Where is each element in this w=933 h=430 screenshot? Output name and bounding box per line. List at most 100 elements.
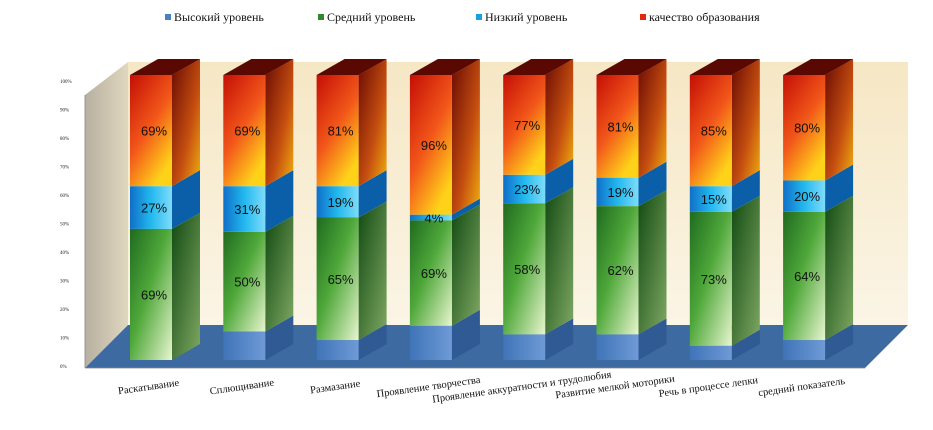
bar-segment [409,220,452,326]
data-label: 23% [514,182,540,197]
bar-stack: 50% 31% 69% [223,59,294,360]
data-label: 81% [328,124,354,139]
bar-segment-side [545,187,574,335]
bar-segment [596,75,639,178]
bar-segment [783,180,826,212]
bar-segment-side [358,324,387,360]
bar-segment-side [358,170,387,218]
x-tick-label: средний показатель [758,376,846,399]
x-tick-label: Сплющивание [209,378,275,398]
data-label: 31% [234,202,260,217]
bar-segment [316,340,359,360]
y-tick-label: 80% [60,137,69,142]
data-label: 77% [514,118,540,133]
bar-segment-side [731,170,760,212]
bar-segment [689,75,732,187]
bar-segment-side [731,195,760,346]
bar-segment [689,211,732,346]
data-label: 65% [328,272,354,287]
bar-segment [130,186,172,229]
bar-stack: 62% 19% 81% [596,59,667,360]
y-tick-label: 70% [60,166,69,171]
bar-segment [503,75,546,175]
data-label: 69% [421,266,447,281]
bar-segment-side [731,329,760,360]
data-label: 19% [607,185,633,200]
bar-segment-side [545,59,574,175]
bar-segment-side [358,201,387,341]
data-label: 64% [794,269,820,284]
bar-segment-top [223,59,294,75]
legend-swatch [318,14,324,20]
bar-segment-side [358,59,387,187]
legend-entry: Низкий уровень [485,10,568,24]
legend-swatch [640,14,646,20]
y-tick-label: 20% [60,308,69,313]
bar-segment [409,214,452,221]
y-tick-label: 10% [60,337,69,342]
bar-segment-side [451,309,480,360]
bar-segment-side [825,164,854,212]
x-tick-label: Размазание [310,379,362,397]
x-axis-labels: Раскатывание Сплющивание Размазание Проявле… [117,369,846,405]
bar-stack: 65% 19% 81% [316,59,387,360]
y-tick-label: 100% [60,80,72,85]
bar-segment-side [265,315,294,360]
y-axis-ticks: 0% 10% 20% 30% 40% 50% 60% 70% 80% 90% 100% [60,80,72,370]
bar-segment [223,231,266,332]
bar-segment-side [451,198,480,221]
bar-segment-side [731,59,760,187]
bar-stack: 64% 20% 80% [783,59,854,360]
data-label: 69% [234,124,260,139]
bar-segment [689,186,732,212]
bar-segment-side [638,59,667,178]
x-tick-label: Раскатывание [117,378,180,398]
bar-segment [596,206,639,335]
bar-segment [223,186,266,232]
bar-segment [316,75,359,187]
bar-segment-top [316,59,387,75]
bar-segment-side [265,59,294,187]
data-label: 19% [328,195,354,210]
bar-segment-side [172,59,200,187]
bar-segment-top [409,59,480,75]
bar-segment-side [451,204,480,326]
side-wall [85,62,128,368]
bar-segment [503,203,546,335]
data-label: 73% [701,272,727,287]
data-label: 85% [701,124,727,139]
data-label: 80% [794,121,820,136]
bar-segment [130,228,172,360]
bar-stack: 69%4%96% [409,59,480,360]
y-tick-label: 40% [60,251,69,256]
bar-segment-side [265,215,294,332]
data-label: 69% [141,124,167,139]
y-tick-label: 90% [60,109,69,114]
bar-segment-side [265,170,294,232]
bar-segment-side [638,161,667,207]
y-tick-label: 0% [60,365,67,370]
bar-segment-side [172,170,200,229]
bars: 69% 27% 69% 50% 31% 69% 65% 19% 81% 69%4%96% 58% 23… [130,59,854,360]
data-label: 62% [607,263,633,278]
bar-segment [596,177,639,207]
legend-entry: Средний уровень [327,10,416,24]
bar-segment-top [503,59,574,75]
bar-segment-top [596,59,667,75]
bar-segment [783,340,826,360]
bar-segment [689,345,732,360]
bar-segment-side [638,318,667,360]
bar-segment [503,334,546,360]
bar-segment [503,174,546,204]
bar-stack: 73% 15% 85% [689,59,760,360]
bar-segment-side [825,195,854,341]
bar-segment [409,75,452,215]
bar-segment [223,75,266,187]
legend-entry: качество образования [649,10,760,24]
bar-segment [409,325,452,360]
bar-segment-side [638,190,667,335]
data-label: 81% [607,119,633,134]
bar-segment [316,217,359,341]
bar-segment-top [689,59,760,75]
bar-segment-side [545,318,574,360]
